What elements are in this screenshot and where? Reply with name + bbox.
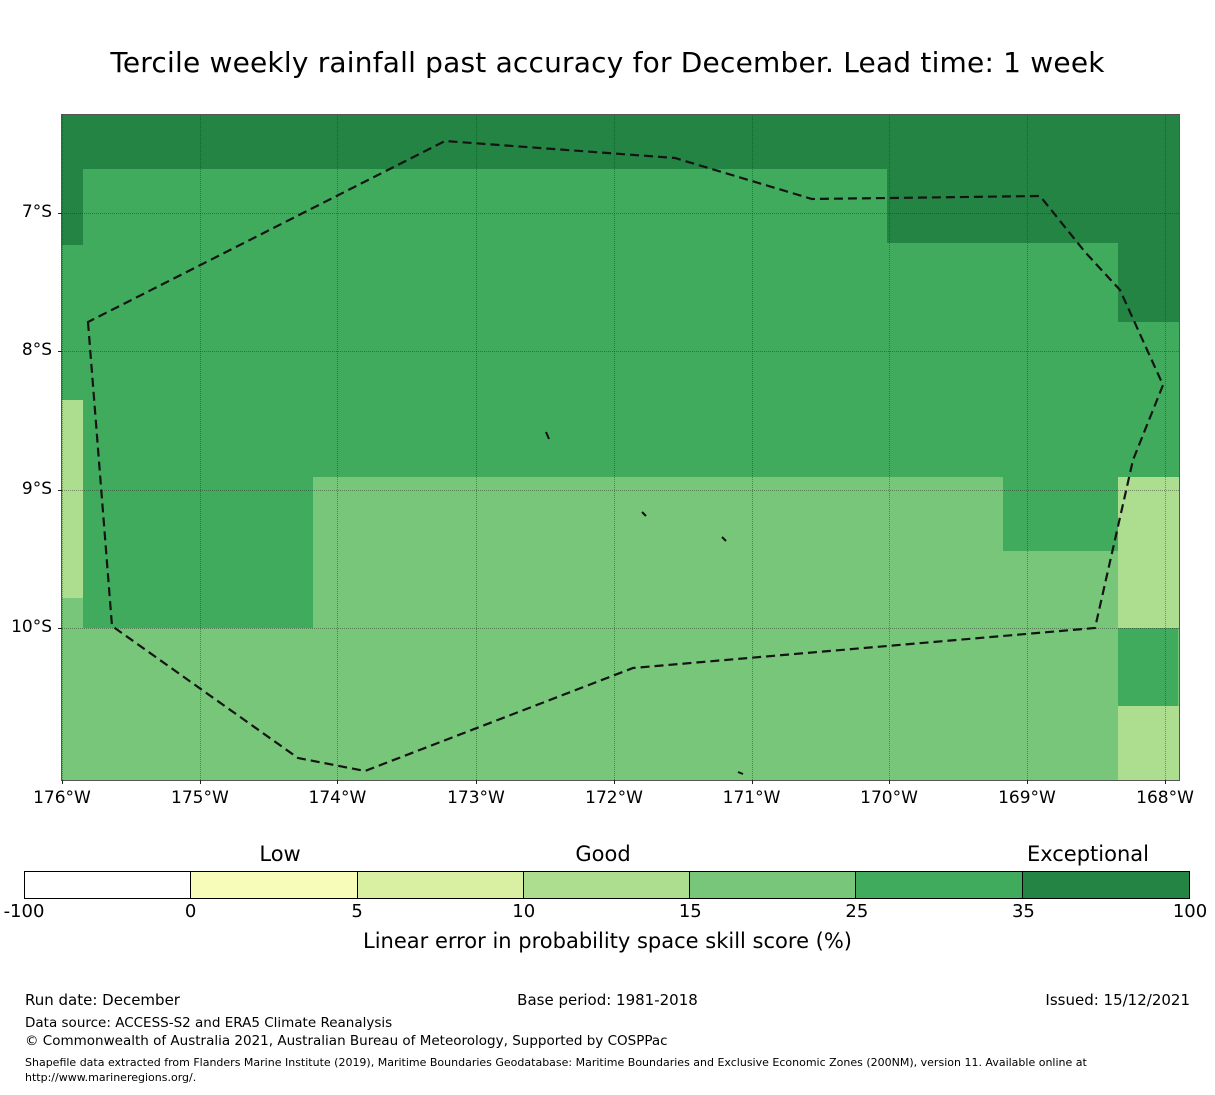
lon-tick-label: 172°W [585, 788, 643, 808]
gridline-longitude [1165, 115, 1167, 780]
island-mark [737, 771, 744, 775]
lon-tick [1165, 780, 1167, 784]
gridline-latitude [62, 627, 1179, 629]
colorbar-segment [690, 872, 857, 898]
colorbar-segment [523, 872, 691, 898]
colorbar-segment [1022, 872, 1189, 898]
eez-boundary-layer [86, 139, 1165, 775]
lat-tick-label: 7°S [21, 202, 52, 223]
lon-tick [751, 780, 753, 784]
gridline-longitude [1026, 115, 1028, 780]
lon-tick-label: 170°W [860, 788, 918, 808]
lon-tick [1026, 780, 1028, 784]
colorbar-tick-label: 0 [184, 901, 197, 922]
lon-tick [889, 780, 891, 784]
base-period-text: Base period: 1981-2018 [517, 991, 698, 1009]
lon-tick-label: 171°W [722, 788, 781, 808]
lat-tick [58, 351, 62, 353]
lon-tick [62, 780, 63, 784]
map-region-skill-10-15 [1118, 705, 1179, 780]
lon-tick-label: 176°W [33, 788, 91, 808]
colorbar-tick-label: 35 [1011, 901, 1035, 922]
colorbar-axis-label: Linear error in probability space skill … [363, 929, 852, 953]
map-region-skill-25-35 [1118, 627, 1178, 706]
gridline-latitude [62, 351, 1179, 353]
eez-boundary-line [86, 139, 1165, 773]
lon-tick-label: 173°W [447, 788, 505, 808]
colorbar-tick-label: -100 [3, 901, 45, 922]
map-region-skill-35-100 [62, 115, 83, 245]
lat-tick-label: 8°S [21, 340, 52, 361]
shapefile-credit-text: Shapefile data extracted from Flanders M… [25, 1056, 1087, 1069]
island-mark [641, 511, 647, 517]
colorbar-class-label: Good [575, 842, 631, 866]
map-region-skill-35-100 [887, 115, 1179, 243]
colorbar [24, 871, 1190, 899]
colorbar-segment [357, 872, 524, 898]
colorbar-segment [856, 872, 1023, 898]
gridline-longitude [475, 115, 477, 780]
lat-tick [58, 627, 62, 629]
island-mark [721, 536, 727, 542]
gridline-longitude [337, 115, 339, 780]
map-region-skill-25-35 [1002, 477, 1118, 552]
copyright-text: © Commonwealth of Australia 2021, Austra… [25, 1033, 668, 1049]
colorbar-class-label: Exceptional [1026, 842, 1149, 866]
lon-tick [199, 780, 201, 784]
gridline-longitude [614, 115, 616, 780]
lon-tick [614, 780, 616, 784]
gridline-latitude [62, 213, 1179, 215]
lon-tick-label: 175°W [171, 788, 229, 808]
gridline-longitude [751, 115, 753, 780]
lon-tick [337, 780, 339, 784]
colorbar-class-label: Low [259, 842, 301, 866]
lat-tick [58, 213, 62, 215]
map-region-skill-10-15 [62, 400, 83, 598]
gridline-longitude [62, 115, 63, 780]
data-source-text: Data source: ACCESS-S2 and ERA5 Climate … [25, 1015, 393, 1031]
lat-tick-label: 9°S [21, 478, 52, 499]
shapefile-url-text: http://www.marineregions.org/. [25, 1071, 197, 1084]
lat-tick-label: 10°S [11, 616, 52, 637]
colorbar-tick-label: 5 [351, 901, 363, 922]
issued-text: Issued: 15/12/2021 [1045, 991, 1190, 1009]
colorbar-segment [191, 872, 358, 898]
map-region-skill-25-35 [82, 477, 313, 629]
gridline-longitude [889, 115, 891, 780]
gridline-latitude [62, 489, 1179, 491]
lon-tick-label: 169°W [998, 788, 1056, 808]
colorbar-tick-label: 25 [845, 901, 869, 922]
colorbar-tick-label: 15 [678, 901, 702, 922]
lon-tick-label: 168°W [1136, 788, 1194, 808]
lat-tick [58, 489, 62, 491]
map-canvas [61, 114, 1180, 781]
lon-tick-label: 174°W [308, 788, 367, 808]
gridline-longitude [199, 115, 201, 780]
lon-tick [475, 780, 477, 784]
island-mark [545, 431, 550, 440]
colorbar-tick-label: 10 [512, 901, 536, 922]
map-region-skill-10-15 [1118, 477, 1179, 629]
colorbar-tick-label: 100 [1172, 901, 1208, 922]
colorbar-segment [25, 872, 192, 898]
chart-title: Tercile weekly rainfall past accuracy fo… [110, 46, 1105, 79]
run-date-text: Run date: December [25, 991, 180, 1009]
